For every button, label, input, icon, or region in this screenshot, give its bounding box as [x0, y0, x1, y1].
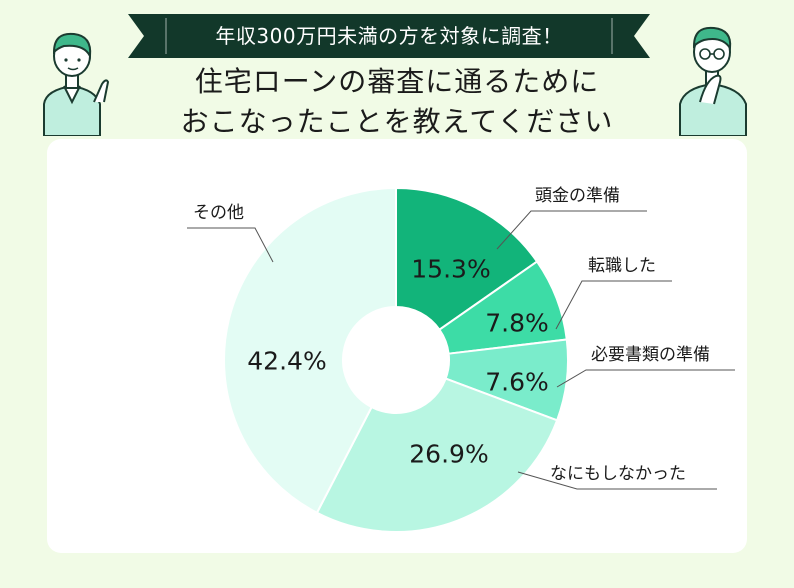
leader-line-5	[187, 227, 274, 263]
person-left-illustration	[43, 32, 110, 136]
banner-shape	[128, 14, 650, 58]
person-right-illustration	[679, 26, 747, 136]
title-banner: 年収300万円未満の方を対象に調査！	[128, 14, 650, 58]
leader-line-2	[555, 280, 672, 330]
chart-card: 15.3% 頭金の準備 7.8% 転職した 7.6% 必要書類の準備 26.9% なにもしなか…	[47, 139, 747, 553]
title-line-2: おこなったことを教えてください	[180, 105, 614, 138]
slice-category-label-5: その他	[193, 203, 244, 223]
title-line-1: 住宅ローンの審査に通るために	[194, 65, 600, 98]
slice-value-label-5: 42.4%	[247, 347, 326, 376]
page-title: 住宅ローンの審査に通るために おこなったことを教えてください	[130, 62, 664, 142]
slice-category-label-3: 必要書類の準備	[591, 345, 710, 365]
leader-line-1	[496, 210, 647, 250]
slice-5	[223, 186, 397, 515]
slice-value-label-4: 26.9%	[409, 440, 488, 469]
slice-value-label-2: 7.8%	[485, 309, 549, 338]
slice-category-label-2: 転職した	[588, 256, 656, 276]
donut-chart: 15.3% 頭金の準備 7.8% 転職した 7.6% 必要書類の準備 26.9% なにもしなか…	[187, 186, 735, 533]
slice-4	[315, 377, 559, 533]
banner-text: 年収300万円未満の方を対象に調査！	[215, 24, 563, 48]
leader-line-4	[517, 471, 717, 490]
slice-category-label-4: なにもしなかった	[550, 464, 686, 484]
slice-category-label-1: 頭金の準備	[535, 186, 620, 206]
slice-value-label-1: 15.3%	[411, 255, 490, 284]
slice-value-label-3: 7.6%	[485, 368, 549, 397]
slice-1	[395, 186, 539, 332]
leader-line-3	[556, 369, 735, 388]
